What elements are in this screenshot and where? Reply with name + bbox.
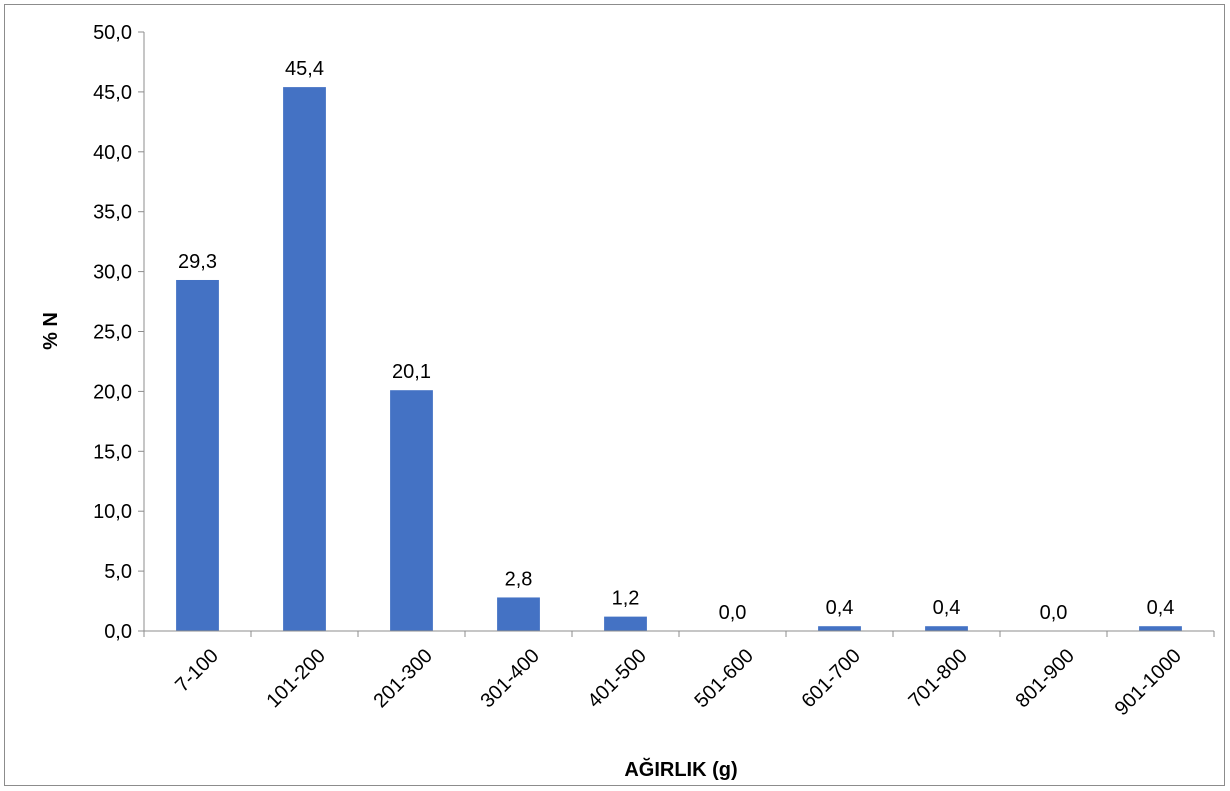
y-axis-ticks: 0,0 5,0 10,0 15,0 20,0 25,0 30,0 35,0 40,0 45,0 50… xyxy=(93,22,144,643)
bars xyxy=(176,87,1182,631)
y-tick-label: 45,0 xyxy=(93,82,132,104)
y-axis-title: % N xyxy=(40,312,62,350)
bar-201-300 xyxy=(390,390,433,631)
bar-7-100 xyxy=(176,279,219,631)
data-label: 0,4 xyxy=(826,597,854,619)
data-label: 0,4 xyxy=(1147,597,1175,619)
data-label: 0,0 xyxy=(719,602,747,624)
x-tick-label: 501-600 xyxy=(690,645,757,712)
x-tick-label: 7-100 xyxy=(171,645,223,697)
data-label: 1,2 xyxy=(612,588,640,610)
y-tick-label: 0,0 xyxy=(104,621,132,643)
x-axis-title: AĞIRLIK (g) xyxy=(624,757,737,781)
y-tick-label: 10,0 xyxy=(93,501,132,523)
data-label: 20,1 xyxy=(392,361,431,383)
x-axis-ticks: 7-100 101-200 201-300 301-400 401-500 501-600… xyxy=(143,631,1215,720)
y-tick-label: 35,0 xyxy=(93,202,132,224)
x-tick-label: 401-500 xyxy=(583,645,650,712)
data-label: 2,8 xyxy=(505,568,533,590)
x-tick-label: 701-800 xyxy=(904,645,971,712)
bar-701-800 xyxy=(925,626,968,631)
y-tick-label: 30,0 xyxy=(93,262,132,284)
y-tick-label: 25,0 xyxy=(93,322,132,344)
y-tick-label: 20,0 xyxy=(93,381,132,403)
data-label: 0,4 xyxy=(933,597,961,619)
x-tick-label: 901-1000 xyxy=(1111,645,1186,720)
data-label: 29,3 xyxy=(178,251,217,273)
bar-901-1000 xyxy=(1139,626,1182,631)
y-tick-label: 40,0 xyxy=(93,142,132,164)
data-label: 45,4 xyxy=(285,58,324,80)
bar-101-200 xyxy=(283,87,326,631)
x-tick-label: 201-300 xyxy=(369,645,436,712)
bar-401-500 xyxy=(604,616,647,631)
y-tick-label: 15,0 xyxy=(93,441,132,463)
x-tick-label: 301-400 xyxy=(476,645,543,712)
y-tick-label: 5,0 xyxy=(104,561,132,583)
data-label: 0,0 xyxy=(1040,602,1068,624)
data-labels: 29,3 45,4 20,1 2,8 1,2 0,0 0,4 0,4 0,0 0,4 xyxy=(178,58,1174,624)
x-tick-label: 601-700 xyxy=(797,645,864,712)
x-tick-label: 801-900 xyxy=(1011,645,1078,712)
x-tick-label: 101-200 xyxy=(262,645,329,712)
y-tick-label: 50,0 xyxy=(93,22,132,44)
bar-301-400 xyxy=(497,597,540,631)
bar-601-700 xyxy=(818,626,861,631)
